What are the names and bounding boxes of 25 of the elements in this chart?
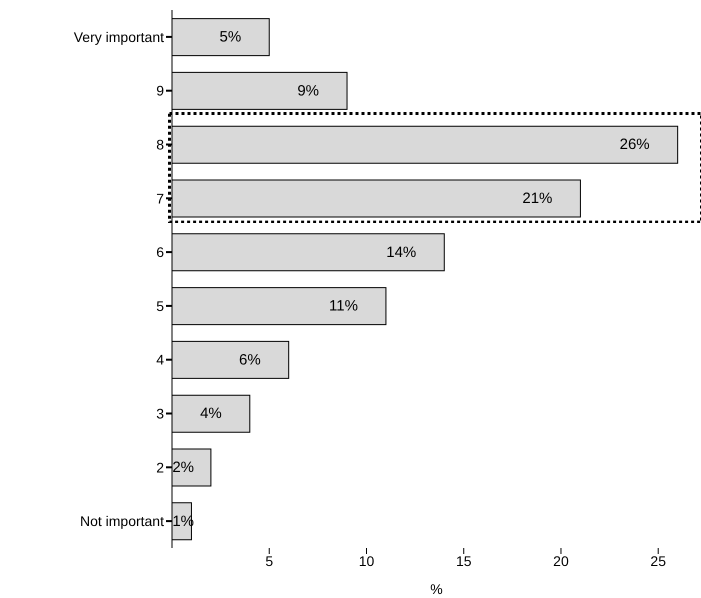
data-label: 26% — [620, 136, 650, 154]
x-axis-title: % — [430, 581, 443, 597]
data-label: 2% — [172, 459, 194, 476]
y-tick-label: 8 — [156, 136, 164, 152]
x-tick-label: 10 — [358, 552, 374, 569]
data-label: 6% — [239, 351, 261, 368]
data-label: 14% — [386, 244, 416, 261]
x-tick-label: 20 — [553, 552, 569, 569]
data-label: 4% — [200, 405, 222, 422]
data-label: 21% — [522, 190, 552, 208]
y-tick-label: 6 — [156, 244, 164, 260]
y-tick-label: 3 — [156, 405, 164, 422]
y-tick-label: 2 — [156, 459, 164, 476]
data-label: 11% — [329, 298, 358, 315]
data-label: 9% — [297, 82, 320, 100]
y-tick-label: Very important — [74, 28, 164, 45]
y-tick-label: 9 — [156, 82, 164, 99]
data-label: 5% — [220, 28, 242, 46]
x-tick-label: 15 — [456, 552, 472, 569]
y-tick-label: 5 — [156, 298, 164, 314]
y-tick-label: 7 — [156, 190, 164, 206]
x-tick-label: 5 — [265, 552, 274, 569]
y-tick-label: 4 — [156, 352, 164, 368]
y-tick-label: Not important — [80, 513, 164, 530]
x-tick-label: 25 — [650, 552, 666, 569]
